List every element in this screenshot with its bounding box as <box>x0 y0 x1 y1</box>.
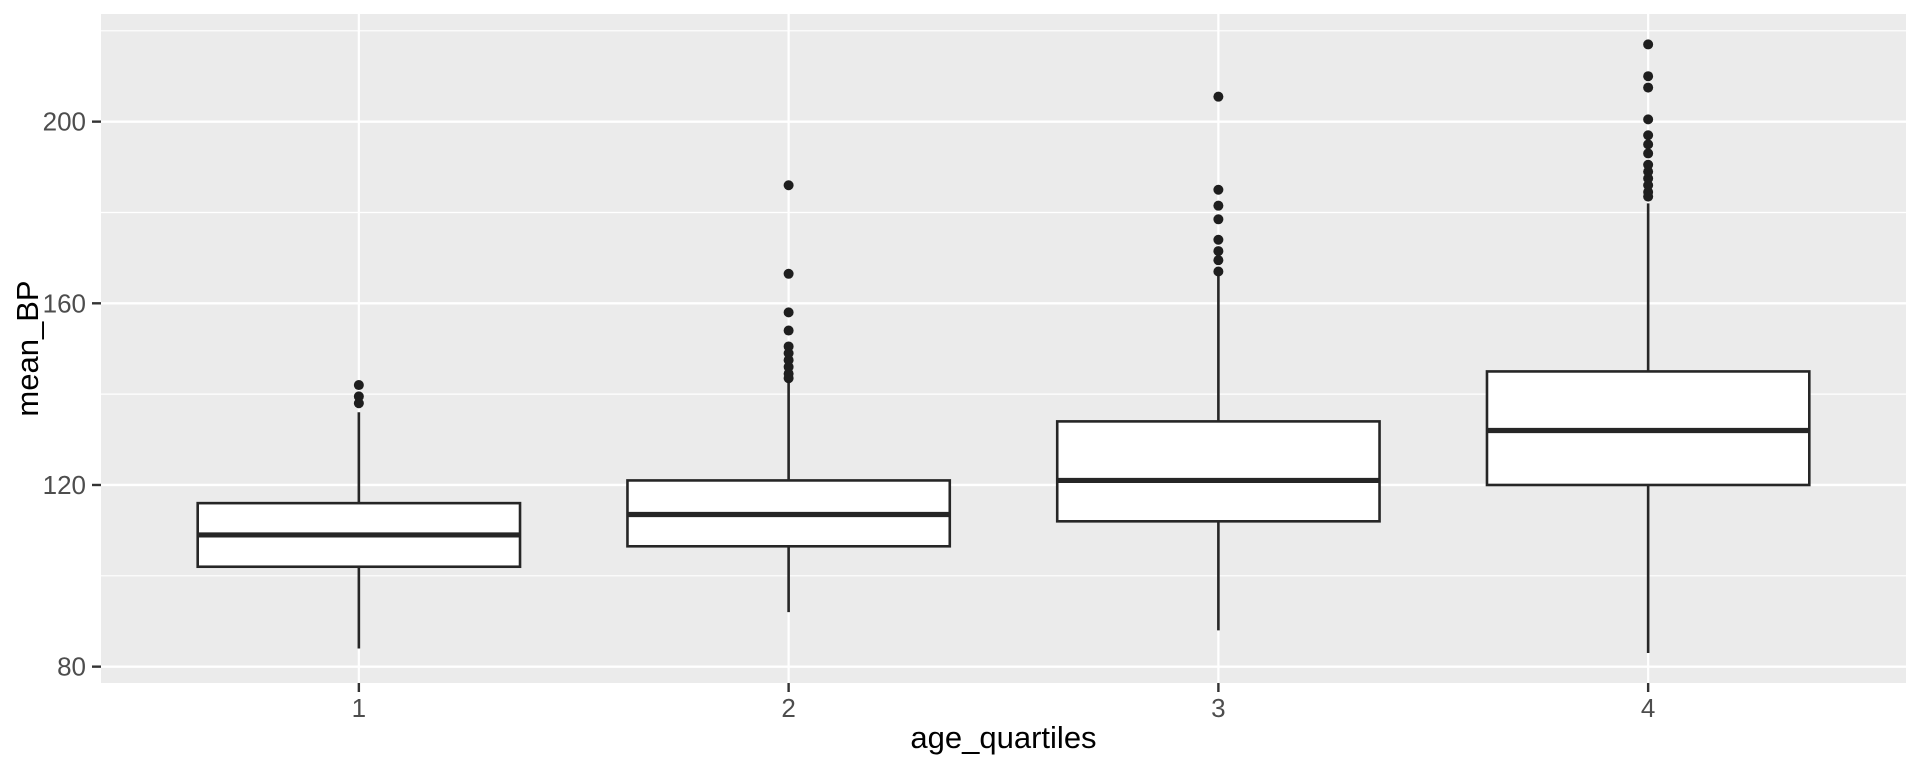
x-tick-label: 1 <box>352 693 366 723</box>
outlier-point <box>1213 266 1224 277</box>
outlier-point <box>353 391 364 402</box>
outlier-point <box>353 380 364 391</box>
outlier-point <box>1213 246 1224 257</box>
outlier-point <box>1643 114 1654 125</box>
y-tick-label: 80 <box>57 652 86 682</box>
outlier-point <box>1643 130 1654 141</box>
outlier-point <box>1213 200 1224 211</box>
outlier-point <box>1643 139 1654 150</box>
outlier-point <box>1643 148 1654 159</box>
outlier-point <box>1213 91 1224 102</box>
y-tick-label: 200 <box>43 107 86 137</box>
y-tick-label: 120 <box>43 470 86 500</box>
outlier-point <box>1213 214 1224 225</box>
outlier-point <box>1643 39 1654 50</box>
x-axis-title: age_quartiles <box>910 720 1096 755</box>
outlier-point <box>1213 255 1224 266</box>
outlier-point <box>783 268 794 279</box>
boxplot-box <box>1055 420 1381 523</box>
outlier-point <box>1643 71 1654 82</box>
outlier-point <box>1213 234 1224 245</box>
x-tick-label: 3 <box>1211 693 1225 723</box>
outlier-point <box>1643 159 1654 170</box>
panel-background <box>101 14 1906 683</box>
y-axis-title: mean_BP <box>10 280 45 416</box>
outlier-point <box>783 307 794 318</box>
x-tick-label: 4 <box>1641 693 1655 723</box>
outlier-point <box>783 325 794 336</box>
outlier-point <box>1643 82 1654 93</box>
y-tick-label: 160 <box>43 288 86 318</box>
outlier-point <box>783 180 794 191</box>
outlier-point <box>1213 184 1224 195</box>
x-tick-label: 2 <box>781 693 795 723</box>
outlier-point <box>783 341 794 352</box>
